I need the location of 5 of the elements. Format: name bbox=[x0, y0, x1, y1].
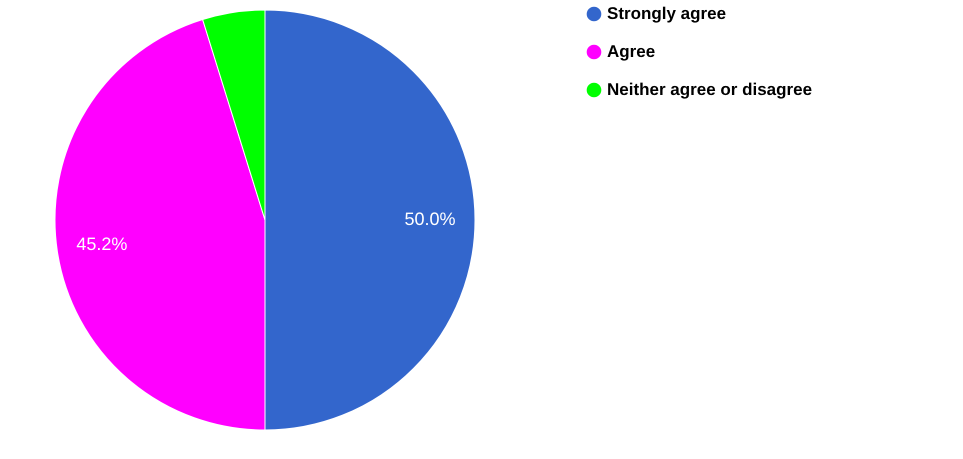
legend-label: Neither agree or disagree bbox=[607, 80, 812, 99]
data-label: 50.0% bbox=[404, 209, 456, 229]
legend-label: Strongly agree bbox=[607, 4, 726, 23]
data-label: 45.2% bbox=[76, 234, 128, 254]
legend-label: Agree bbox=[607, 42, 656, 61]
